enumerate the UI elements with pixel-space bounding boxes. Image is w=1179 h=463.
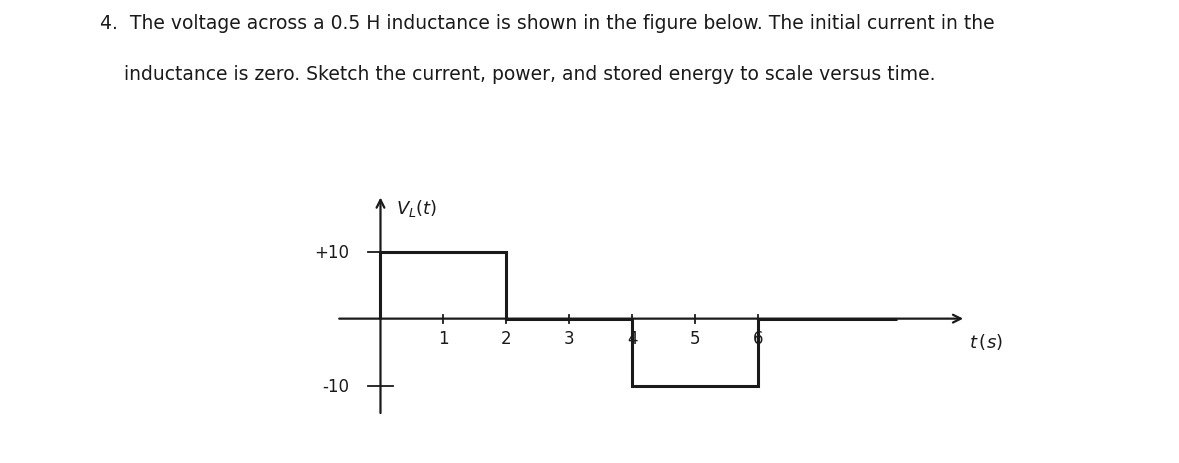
- Text: -10: -10: [322, 377, 349, 395]
- Text: 1: 1: [439, 329, 449, 347]
- Text: $t\,(s)$: $t\,(s)$: [969, 331, 1003, 351]
- Text: 5: 5: [690, 329, 700, 347]
- Text: 2: 2: [501, 329, 512, 347]
- Text: 4: 4: [627, 329, 638, 347]
- Text: +10: +10: [314, 243, 349, 261]
- Text: 6: 6: [753, 329, 764, 347]
- Text: 4.  The voltage across a 0.5 H inductance is shown in the figure below. The init: 4. The voltage across a 0.5 H inductance…: [100, 14, 995, 33]
- Text: 3: 3: [564, 329, 574, 347]
- Text: inductance is zero. Sketch the current, power, and stored energy to scale versus: inductance is zero. Sketch the current, …: [100, 65, 936, 84]
- Text: $V_L(t)$: $V_L(t)$: [396, 197, 437, 218]
